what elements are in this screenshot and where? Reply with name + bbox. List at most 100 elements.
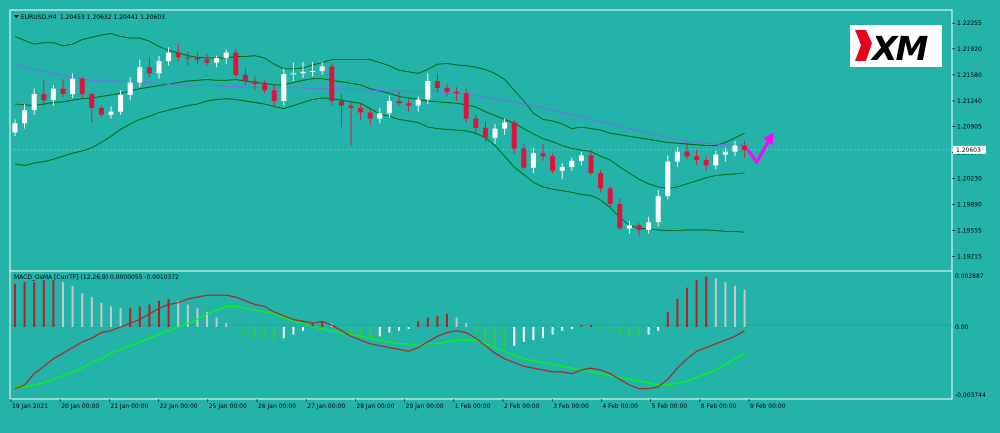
candle[interactable] <box>98 105 104 118</box>
candle[interactable] <box>396 91 402 106</box>
candle[interactable] <box>511 120 517 154</box>
candle[interactable] <box>674 147 680 167</box>
candle[interactable] <box>281 68 287 106</box>
candle[interactable] <box>41 80 47 106</box>
candle[interactable] <box>434 73 440 92</box>
candle[interactable] <box>60 79 66 98</box>
price-tick-label: 1.21240 <box>957 98 982 105</box>
candle-body <box>521 148 527 168</box>
candles[interactable] <box>12 43 748 237</box>
candle[interactable] <box>722 147 728 162</box>
candle[interactable] <box>70 73 76 98</box>
candle[interactable] <box>300 61 306 78</box>
candle[interactable] <box>569 157 575 171</box>
candle[interactable] <box>559 163 565 180</box>
candle[interactable] <box>79 76 85 98</box>
candle[interactable] <box>646 216 652 234</box>
candle[interactable] <box>338 94 344 128</box>
candle[interactable] <box>665 155 671 200</box>
candle[interactable] <box>742 140 748 158</box>
candle[interactable] <box>684 142 690 160</box>
histogram-bar <box>129 308 132 327</box>
candle[interactable] <box>367 108 373 125</box>
candle[interactable] <box>262 80 268 94</box>
candle[interactable] <box>175 43 181 62</box>
candle-body <box>252 81 258 85</box>
candle[interactable] <box>358 103 364 121</box>
candle[interactable] <box>521 143 527 170</box>
candle[interactable] <box>386 95 392 118</box>
candle[interactable] <box>156 55 162 79</box>
candle[interactable] <box>415 96 421 112</box>
candle[interactable] <box>694 150 700 166</box>
candle-body <box>338 100 344 106</box>
candle-body <box>617 203 623 229</box>
main-pane-frame <box>9 9 953 272</box>
candle[interactable] <box>540 143 546 161</box>
candle-body <box>732 145 738 152</box>
candle[interactable] <box>454 87 460 101</box>
time-tick-label: 1 Feb 00:00 <box>455 403 491 410</box>
candle[interactable] <box>502 118 508 135</box>
candle[interactable] <box>214 55 220 68</box>
candle-body <box>310 71 316 73</box>
chevron-down-icon[interactable] <box>14 15 19 18</box>
candle[interactable] <box>319 61 325 75</box>
macd-axis: 0.002887 0.00 -0.003744 <box>955 273 986 399</box>
candle[interactable] <box>463 88 469 123</box>
candle[interactable] <box>703 156 709 171</box>
candle[interactable] <box>118 90 124 115</box>
macd-histogram[interactable] <box>14 276 746 348</box>
candle[interactable] <box>588 149 594 175</box>
candle-body <box>578 155 584 161</box>
candle[interactable] <box>50 84 56 106</box>
candle[interactable] <box>492 124 498 144</box>
candle[interactable] <box>233 48 239 78</box>
candle[interactable] <box>377 107 383 124</box>
candle[interactable] <box>89 93 95 123</box>
candle[interactable] <box>444 84 450 97</box>
candle[interactable] <box>636 222 642 237</box>
candle[interactable] <box>166 47 172 66</box>
candle[interactable] <box>732 140 738 157</box>
candle[interactable] <box>348 100 354 146</box>
candle[interactable] <box>406 99 412 112</box>
candle[interactable] <box>329 63 335 106</box>
candle[interactable] <box>252 76 258 91</box>
candle[interactable] <box>127 77 133 101</box>
candle[interactable] <box>242 68 248 85</box>
candle[interactable] <box>530 147 536 174</box>
candle[interactable] <box>607 186 613 208</box>
histogram-bar <box>206 312 208 327</box>
candle[interactable] <box>473 114 479 135</box>
macd-tick-label: 0.00 <box>955 324 969 331</box>
candle[interactable] <box>146 57 152 78</box>
candle[interactable] <box>223 49 229 65</box>
price-tick-label: 1.21580 <box>957 72 982 79</box>
candle[interactable] <box>598 170 604 193</box>
candle[interactable] <box>271 85 277 106</box>
candle[interactable] <box>482 121 488 143</box>
candle[interactable] <box>290 62 296 82</box>
candle[interactable] <box>655 189 661 227</box>
candle[interactable] <box>626 220 632 234</box>
candle[interactable] <box>425 73 431 105</box>
candle[interactable] <box>310 61 316 77</box>
candle-body <box>473 118 479 128</box>
candle[interactable] <box>578 151 584 166</box>
candle[interactable] <box>31 88 37 115</box>
candle[interactable] <box>185 51 191 66</box>
candle[interactable] <box>22 104 28 129</box>
candle[interactable] <box>12 119 18 137</box>
candle[interactable] <box>108 106 114 119</box>
candle[interactable] <box>550 153 556 174</box>
histogram-bar <box>62 282 64 327</box>
candle[interactable] <box>204 53 210 66</box>
candle[interactable] <box>194 51 200 65</box>
candle[interactable] <box>137 59 143 88</box>
candle[interactable] <box>713 150 719 170</box>
candle[interactable] <box>617 198 623 230</box>
candle-body <box>329 66 335 101</box>
